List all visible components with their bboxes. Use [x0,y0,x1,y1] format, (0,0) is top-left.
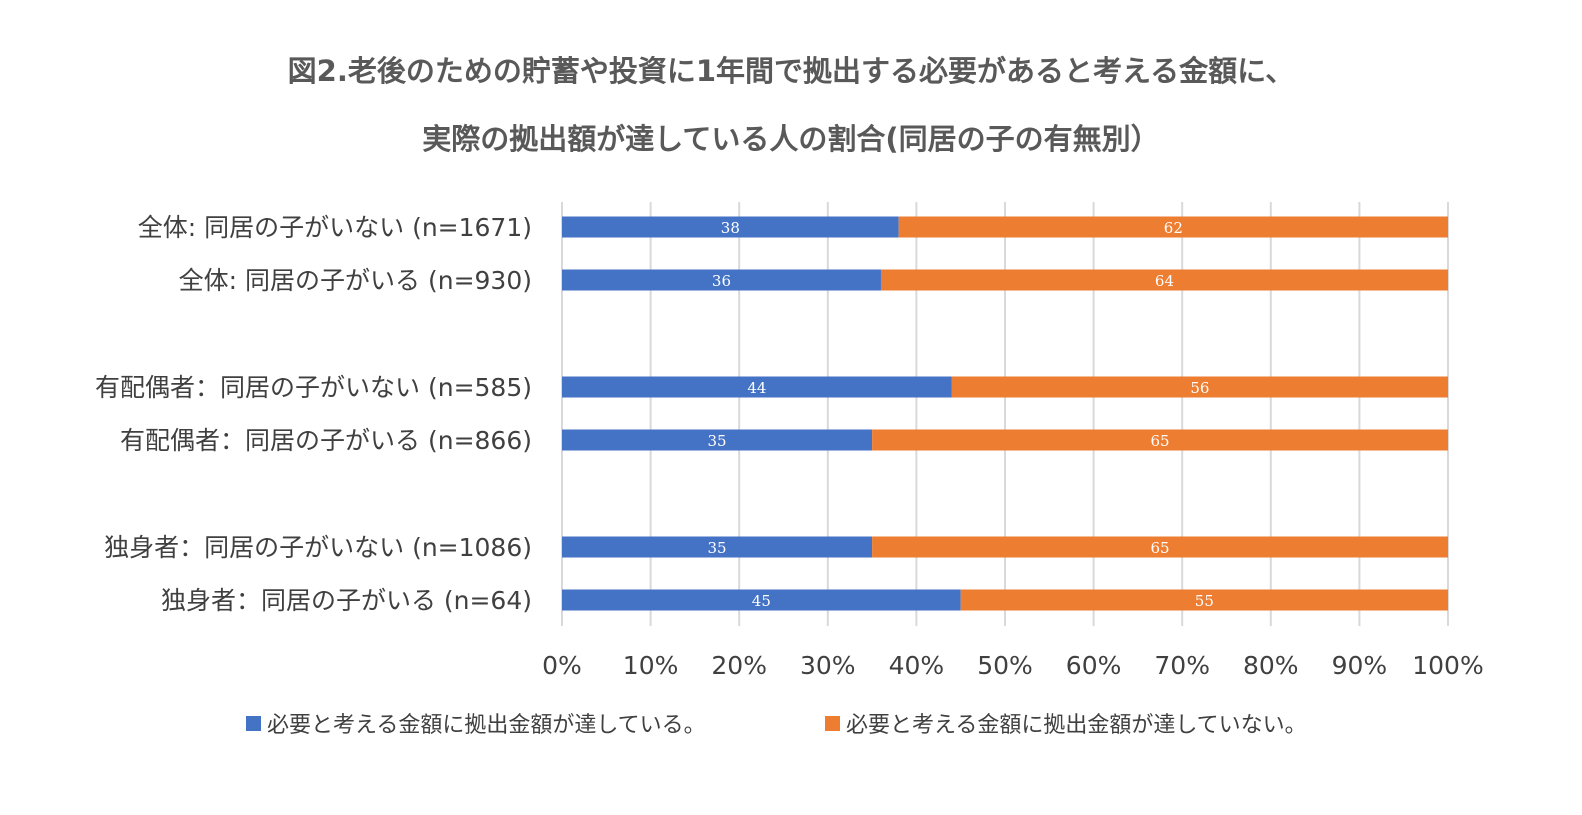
data-label: 38 [721,219,740,237]
bar-reached [562,269,881,291]
chart-title-line1: 図2.老後のための貯蓄や投資に1年間で拠出する必要があると考える金額に、 [287,54,1295,88]
x-tick-label: 90% [1332,651,1388,680]
category-label: 全体: 同居の子がいる (n=930) [179,266,532,295]
data-label: 44 [747,379,766,397]
legend-label: 必要と考える金額に拠出金額が達している。 [267,713,706,738]
bar-reached [562,589,961,611]
x-tick-label: 0% [542,651,582,680]
x-tick-label: 10% [623,651,679,680]
bar-not-reached [960,589,1448,611]
data-label: 55 [1195,592,1214,610]
category-label: 有配偶者：同居の子がいる (n=866) [120,426,532,455]
data-label: 36 [712,272,731,290]
x-tick-label: 50% [977,651,1033,680]
data-label: 56 [1190,379,1209,397]
x-tick-label: 40% [889,651,945,680]
bar-not-reached [898,216,1448,238]
data-label: 64 [1155,272,1174,290]
x-tick-label: 80% [1243,651,1299,680]
data-label: 65 [1151,432,1170,450]
x-tick-label: 20% [711,651,767,680]
legend-label: 必要と考える金額に拠出金額が達していない。 [846,713,1307,738]
category-label: 全体: 同居の子がいない (n=1671) [138,213,532,242]
data-label: 35 [708,539,727,557]
legend-swatch [246,716,261,731]
category-label: 有配偶者：同居の子がいない (n=585) [95,373,532,402]
category-label: 独身者：同居の子がいる (n=64) [161,586,532,615]
x-tick-label: 60% [1066,651,1122,680]
x-tick-label: 30% [800,651,856,680]
data-label: 65 [1151,539,1170,557]
data-label: 62 [1164,219,1183,237]
x-tick-label: 100% [1412,651,1483,680]
category-label: 独身者：同居の子がいない (n=1086) [104,533,532,562]
bar-not-reached [872,429,1448,451]
bar-not-reached [880,269,1448,291]
bar-reached [562,216,899,238]
data-label: 45 [752,592,771,610]
x-tick-label: 70% [1154,651,1210,680]
bar-not-reached [872,536,1448,558]
data-label: 35 [708,432,727,450]
legend-swatch [825,716,840,731]
bar-not-reached [951,376,1448,398]
bar-reached [562,429,873,451]
bar-reached [562,376,952,398]
bar-reached [562,536,873,558]
chart-title-line2: 実際の拠出額が達している人の割合(同居の子の有無別） [422,122,1160,156]
